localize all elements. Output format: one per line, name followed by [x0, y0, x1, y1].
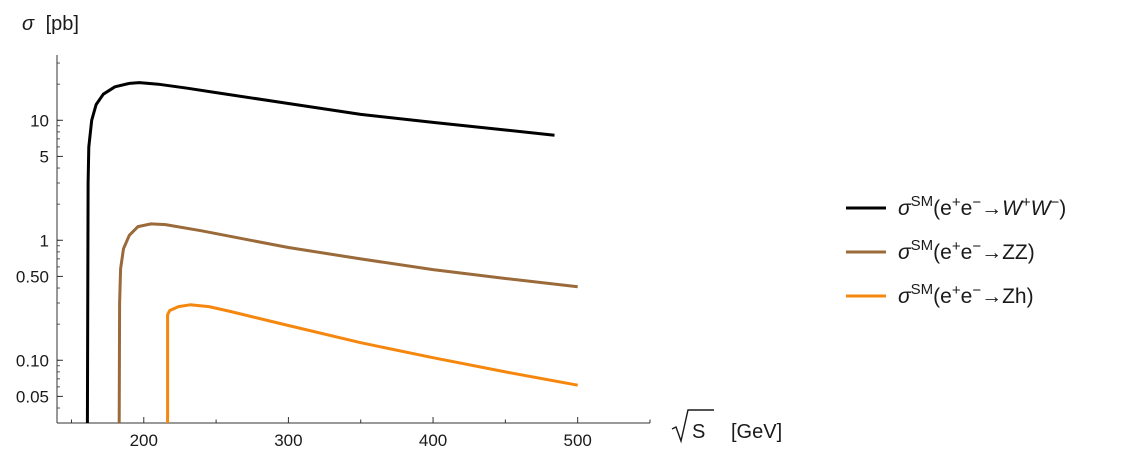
y-axis-label: σ [pb] [22, 13, 79, 35]
x-tick-label: 300 [274, 431, 302, 450]
series-layer [85, 81, 578, 424]
x-axis-unit: [GeV] [731, 421, 782, 443]
legend: σSM(e+e−→W+W−) σSM(e+e−→ZZ) σSM(e+e−→Zh) [846, 193, 1066, 308]
x-tick-label: 500 [563, 431, 591, 450]
x-axis-label: S [GeV] [671, 409, 782, 444]
x-tick-label: 400 [419, 431, 447, 450]
legend-label: σSM(e+e−→Zh) [898, 281, 1034, 308]
y-tick-label: 1 [40, 231, 49, 250]
x-tick-label: 200 [130, 431, 158, 450]
axes: 200 300 400 500 0.05 0.10 0.50 1 5 10 [16, 55, 651, 450]
series-line-1 [85, 81, 555, 424]
legend-label: σSM(e+e−→W+W−) [898, 193, 1066, 220]
legend-item-2: σSM(e+e−→ZZ) [846, 237, 1035, 264]
x-axis-symbol: S [692, 421, 705, 443]
legend-item-1: σSM(e+e−→W+W−) [846, 193, 1066, 220]
sqrt-radical-icon [671, 409, 714, 444]
y-tick-label: 0.50 [16, 267, 49, 286]
y-tick-label: 5 [40, 147, 49, 166]
legend-label: σSM(e+e−→ZZ) [898, 237, 1035, 264]
legend-item-3: σSM(e+e−→Zh) [846, 281, 1034, 308]
y-tick-label: 0.10 [16, 351, 49, 370]
series-line-2 [117, 222, 578, 424]
y-tick-label: 10 [30, 111, 49, 130]
series-line-3 [166, 303, 578, 423]
y-tick-label: 0.05 [16, 387, 49, 406]
